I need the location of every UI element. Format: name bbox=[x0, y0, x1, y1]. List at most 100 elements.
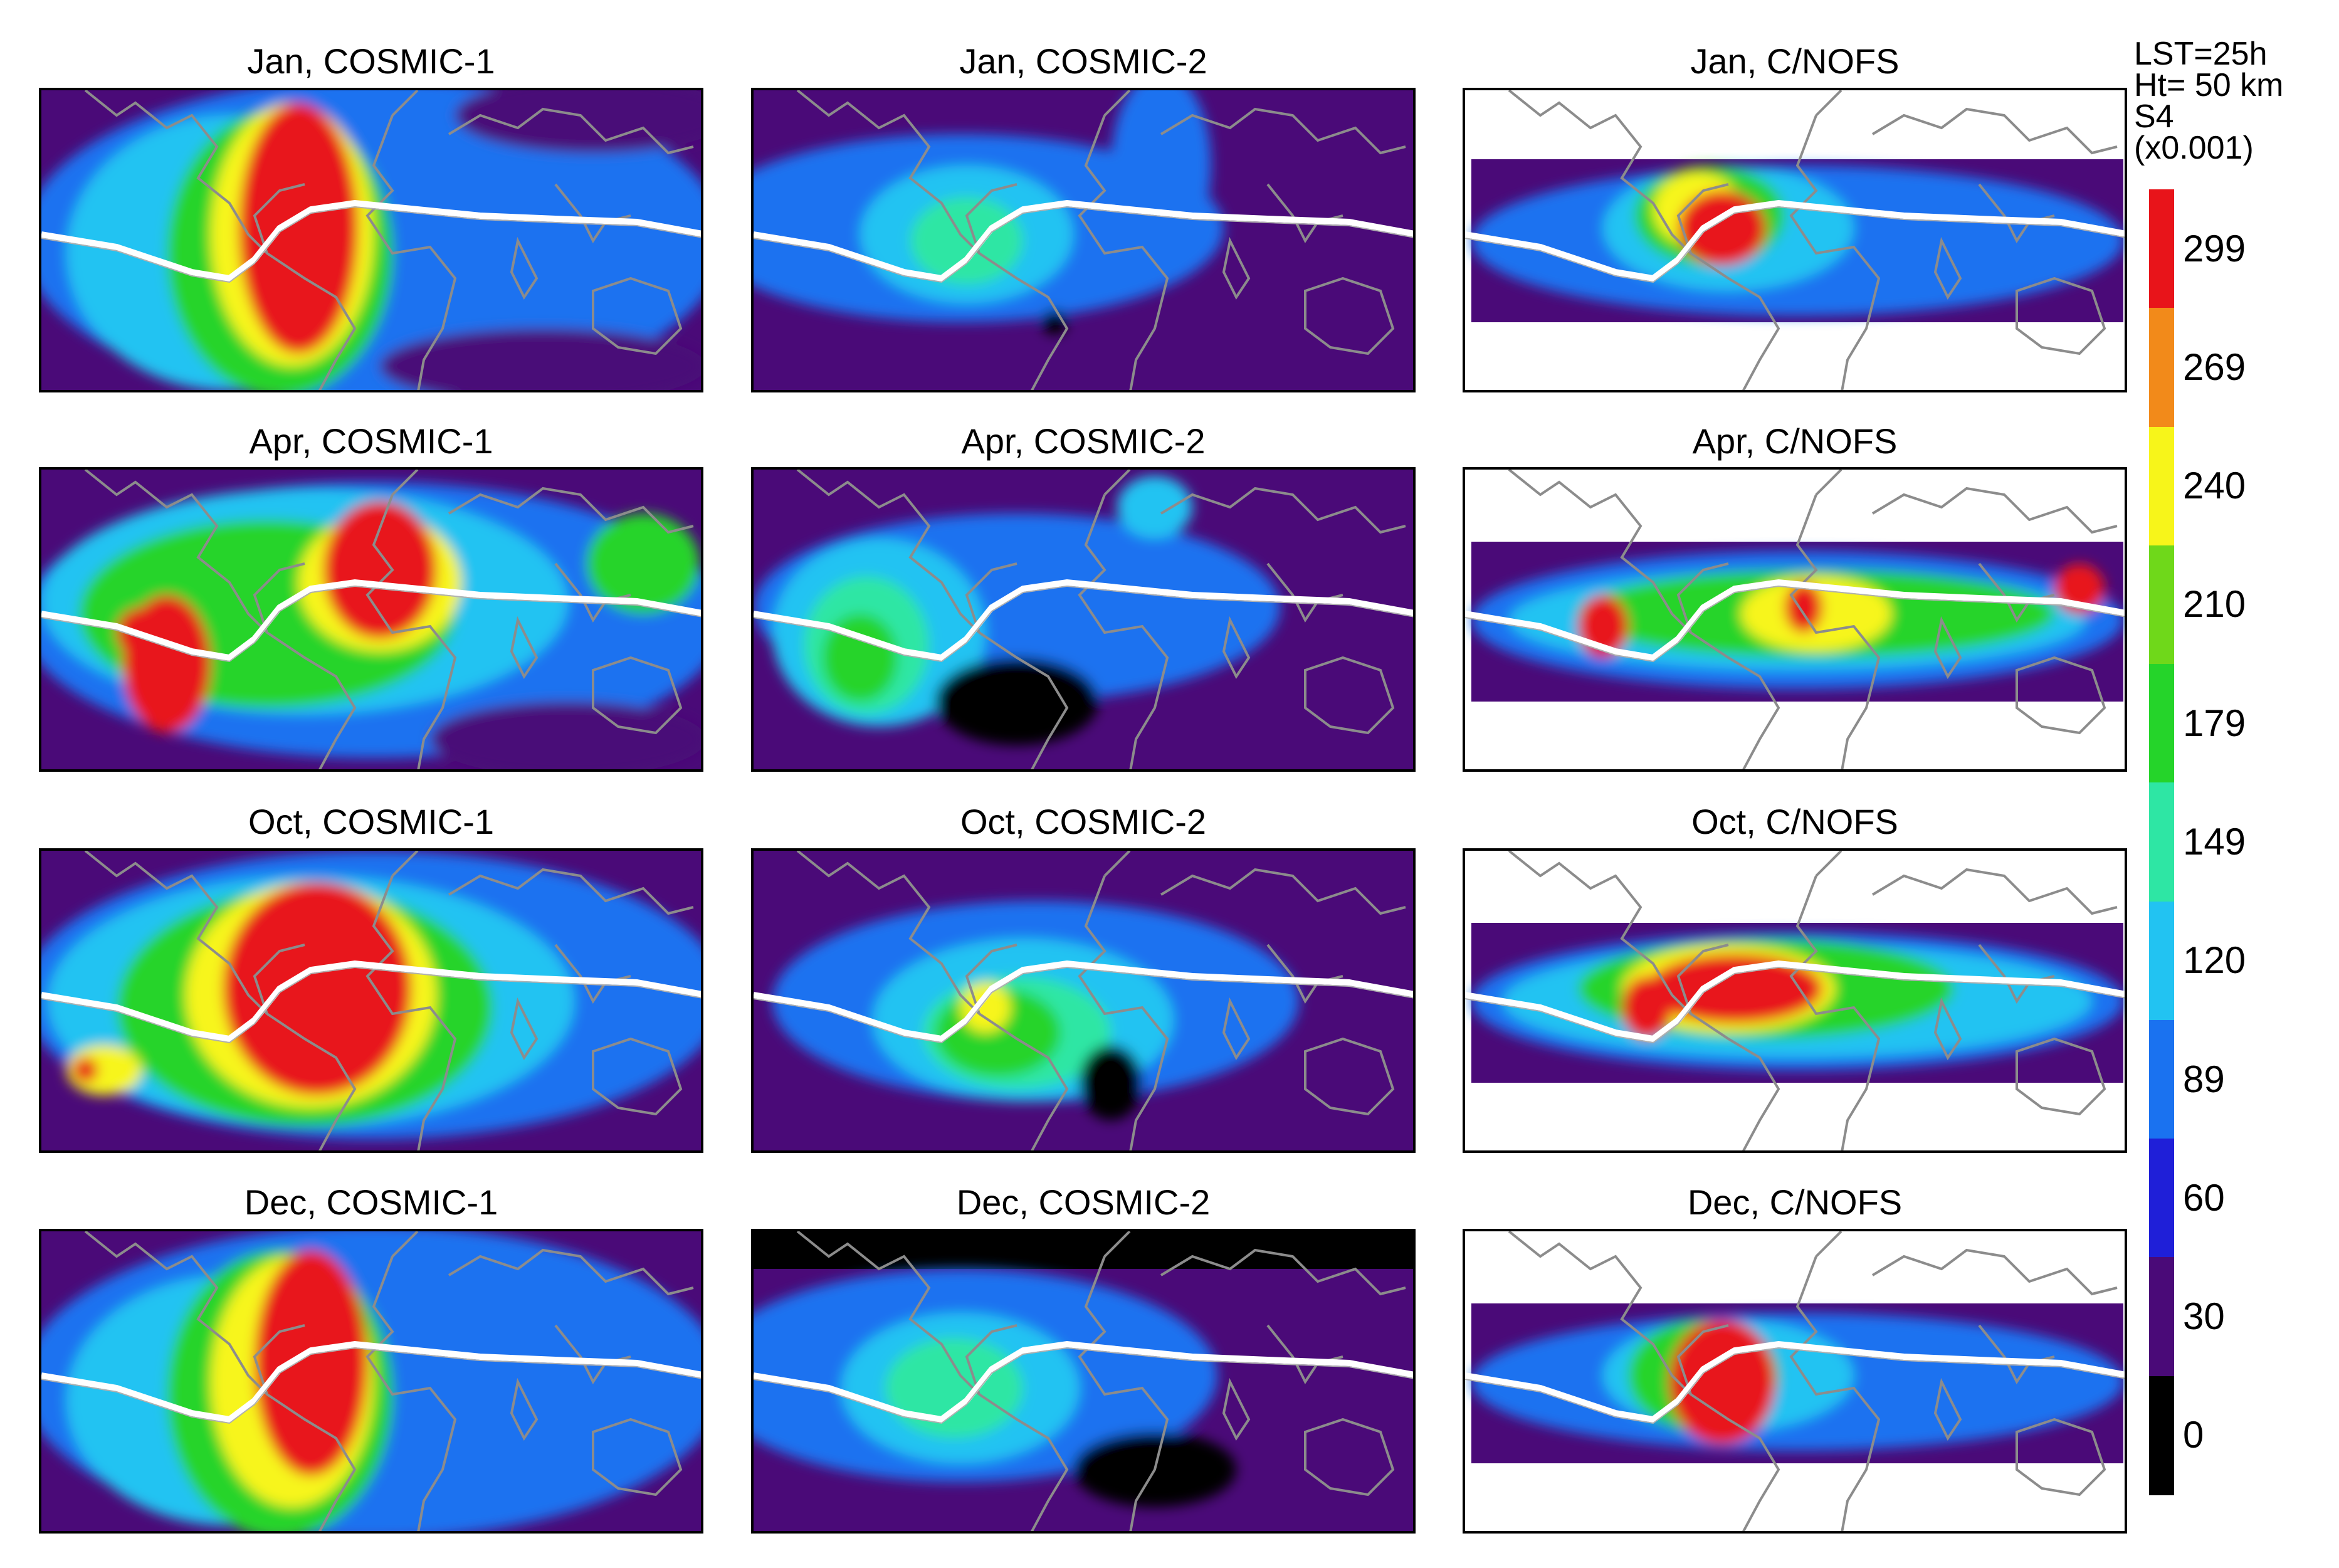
coastline bbox=[978, 1393, 1069, 1531]
coastline bbox=[510, 997, 539, 1060]
colorbar-tick-label: 149 bbox=[2183, 821, 2246, 863]
field-blob bbox=[1669, 1319, 1775, 1444]
colorbar-tick-label: 60 bbox=[2183, 1176, 2225, 1219]
map-panel bbox=[751, 467, 1416, 772]
colorbar-tick-label: 30 bbox=[2183, 1295, 2225, 1338]
coastline bbox=[84, 1231, 305, 1396]
coastline bbox=[448, 107, 694, 155]
coastline bbox=[1222, 997, 1251, 1060]
map-field bbox=[754, 851, 1413, 1150]
colorbar-segment bbox=[2149, 545, 2174, 665]
coastline bbox=[978, 252, 1069, 390]
colorbar-tick-label: 210 bbox=[2183, 583, 2246, 626]
coastline bbox=[1160, 868, 1406, 915]
panel-title: Jan, C/NOFS bbox=[1690, 41, 1900, 81]
coastline bbox=[1933, 1377, 1962, 1441]
coastline bbox=[266, 1393, 357, 1531]
map-field bbox=[41, 851, 701, 1150]
map-panel bbox=[1463, 1229, 2127, 1534]
colorbar-tick-label: 299 bbox=[2183, 227, 2246, 270]
coastline bbox=[1160, 107, 1406, 155]
magnetic-equator-edge bbox=[1465, 966, 2125, 1044]
field-blob bbox=[73, 1058, 98, 1083]
coastline bbox=[1871, 868, 2118, 915]
coastline bbox=[1871, 487, 2118, 534]
coastline bbox=[796, 90, 1017, 255]
map-field bbox=[754, 1231, 1413, 1531]
coastline bbox=[1690, 1393, 1780, 1531]
coastline bbox=[84, 90, 305, 255]
coastline bbox=[2016, 656, 2106, 735]
magnetic-equator bbox=[41, 199, 701, 282]
colorbar-segment bbox=[2149, 189, 2174, 309]
coastline bbox=[365, 1231, 457, 1531]
colorbar-tick-label: 179 bbox=[2183, 702, 2246, 744]
map-panel bbox=[1463, 88, 2127, 392]
panel-title: Oct, COSMIC-1 bbox=[248, 802, 495, 841]
field-blob bbox=[323, 501, 436, 639]
coastline bbox=[1871, 107, 2118, 155]
colorbar-segment bbox=[2149, 1376, 2174, 1495]
coastline bbox=[1078, 470, 1169, 769]
map-panel bbox=[751, 848, 1416, 1153]
coastline bbox=[2016, 1418, 2106, 1497]
coastline bbox=[1508, 90, 1729, 255]
field-blob bbox=[960, 982, 1011, 1033]
coastline bbox=[978, 631, 1069, 769]
coastline bbox=[592, 276, 683, 355]
coastline bbox=[1933, 997, 1962, 1060]
coastline bbox=[796, 851, 1017, 1015]
coastline bbox=[1690, 1013, 1780, 1150]
colorbar-tick-label: 240 bbox=[2183, 465, 2246, 507]
coastline bbox=[448, 1248, 694, 1296]
map-panel bbox=[751, 88, 1416, 392]
panel-title: Apr, C/NOFS bbox=[1692, 421, 1898, 461]
coastline bbox=[1222, 616, 1251, 679]
panel-title: Dec, COSMIC-1 bbox=[244, 1182, 498, 1222]
coastline bbox=[365, 470, 457, 769]
magnetic-equator-edge bbox=[1465, 206, 2125, 283]
colorbar-segment bbox=[2149, 901, 2174, 1021]
coastline bbox=[796, 1231, 1017, 1396]
coastline bbox=[1304, 276, 1395, 355]
coastline bbox=[1690, 631, 1780, 769]
coastline bbox=[84, 470, 305, 634]
magnetic-equator-edge bbox=[41, 966, 701, 1044]
colorbar-lst: LST=25h bbox=[2134, 36, 2268, 72]
coastline bbox=[1160, 487, 1406, 534]
colorbar bbox=[2149, 189, 2174, 1495]
colorbar-segment bbox=[2149, 1139, 2174, 1258]
map-field bbox=[1465, 90, 2125, 390]
coastline bbox=[1304, 1418, 1395, 1497]
map-field bbox=[1465, 851, 2125, 1150]
magnetic-equator bbox=[41, 579, 701, 661]
field-blob bbox=[255, 1250, 367, 1476]
coastline bbox=[1789, 851, 1881, 1150]
map-panel bbox=[39, 848, 703, 1153]
colorbar-segment bbox=[2149, 1019, 2174, 1140]
field-blob bbox=[587, 513, 700, 614]
coastline bbox=[365, 90, 457, 390]
field-blob bbox=[455, 90, 701, 153]
field-blob bbox=[239, 103, 358, 354]
coastline bbox=[592, 1037, 683, 1116]
field-blob bbox=[935, 658, 1098, 745]
coastline bbox=[84, 851, 305, 1015]
field-blob bbox=[1785, 582, 1822, 633]
field-blob bbox=[380, 329, 701, 390]
map-field bbox=[41, 470, 701, 769]
map-field bbox=[754, 470, 1413, 769]
magnetic-equator bbox=[754, 960, 1413, 1043]
coastline bbox=[365, 851, 457, 1150]
colorbar-tick-label: 89 bbox=[2183, 1058, 2225, 1100]
coastline bbox=[592, 1418, 683, 1497]
map-field bbox=[754, 90, 1413, 390]
map-panel bbox=[39, 88, 703, 392]
field-blob bbox=[1080, 1045, 1142, 1120]
colorbar-tick-label: 0 bbox=[2183, 1414, 2204, 1456]
coastline bbox=[510, 616, 539, 679]
coastline bbox=[2016, 1037, 2106, 1116]
coastline bbox=[978, 1013, 1069, 1150]
magnetic-equator bbox=[1465, 199, 2125, 282]
field-blob bbox=[1117, 476, 1192, 539]
